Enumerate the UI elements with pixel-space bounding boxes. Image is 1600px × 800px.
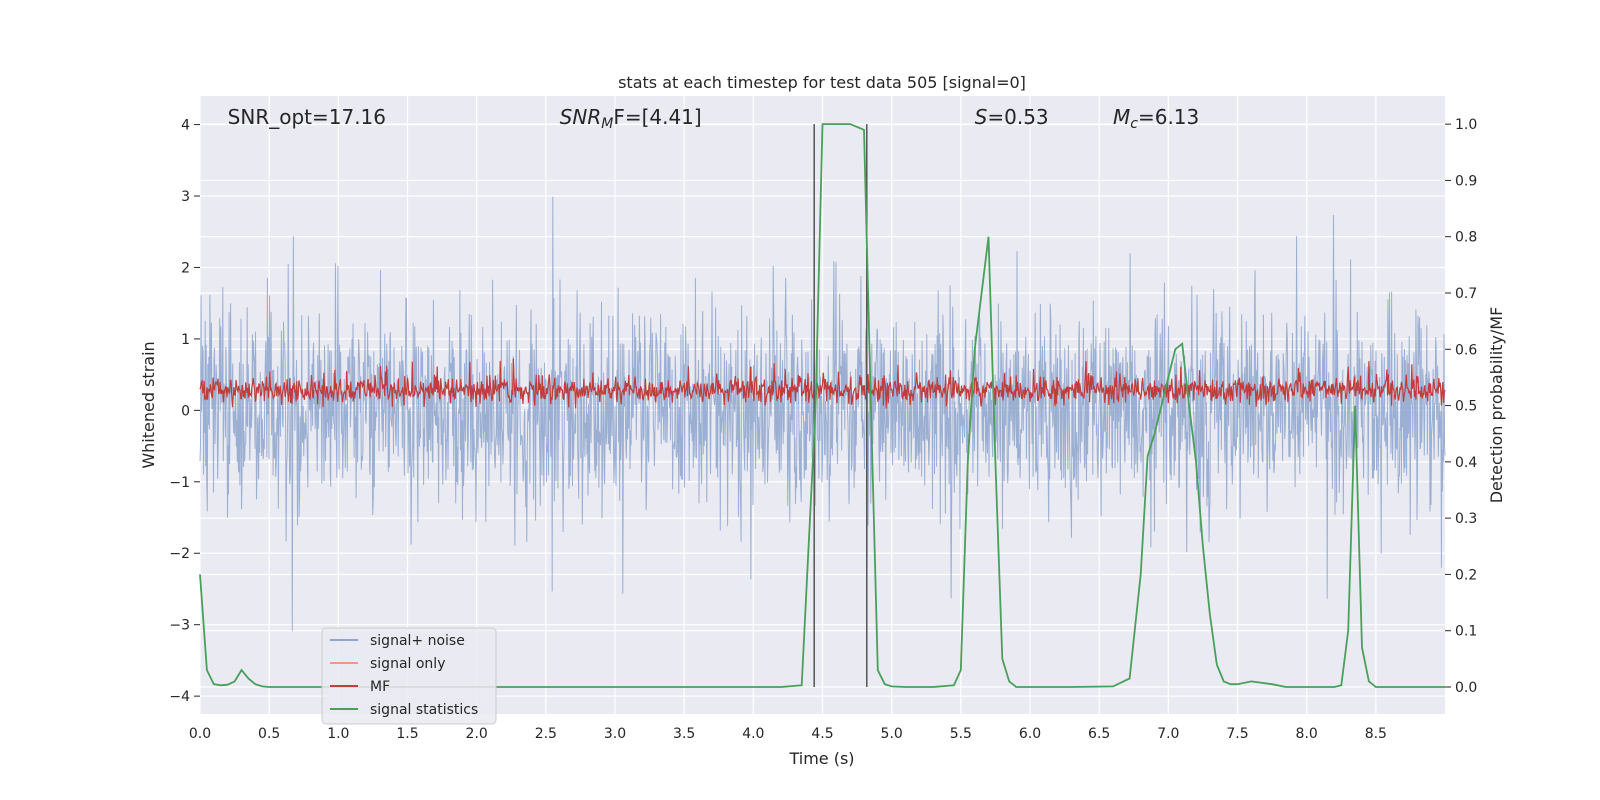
y-axis-ticks: 4 3 2 1 0 −1 −2 −3 −4	[169, 118, 200, 705]
y-right-tick-label-3: 0.7	[1455, 286, 1477, 302]
x-tick-label-0: 0.0	[189, 726, 211, 742]
legend: signal+ noise signal only MF signal stat…	[321, 627, 497, 725]
x-tick-label-9: 4.5	[811, 726, 833, 742]
x-tick-label-10: 5.0	[881, 726, 903, 742]
x-tick-label-7: 3.5	[673, 726, 695, 742]
y-tick-label-1: 3	[181, 189, 190, 205]
y-axis-label: Whitened strain	[139, 341, 158, 468]
y-right-tick-label-10: 0.0	[1455, 680, 1477, 696]
y-right-tick-label-4: 0.6	[1455, 342, 1477, 358]
y-tick-label-5: −1	[169, 475, 190, 491]
legend-box	[321, 627, 497, 725]
y-tick-label-4: 0	[181, 403, 190, 419]
y-right-tick-label-0: 1.0	[1455, 117, 1477, 133]
annotation-3: Mc=6.13	[1113, 105, 1199, 132]
signal-statistics-series	[199, 123, 1445, 688]
x-tick-label-2: 1.0	[327, 726, 349, 742]
y-tick-label-2: 2	[181, 260, 190, 276]
x-tick-label-6: 3.0	[604, 726, 626, 742]
legend-label-mf: MF	[370, 679, 390, 695]
x-tick-label-8: 4.0	[742, 726, 764, 742]
y-right-tick-label-8: 0.2	[1455, 567, 1477, 583]
signal-noise-series	[199, 196, 1446, 631]
y-right-tick-label-9: 0.1	[1455, 624, 1477, 640]
x-tick-label-17: 8.5	[1365, 726, 1387, 742]
x-axis-label: Time (s)	[788, 749, 854, 768]
y-right-tick-label-5: 0.5	[1455, 399, 1477, 415]
mf-line	[199, 358, 1446, 409]
y-tick-label-6: −2	[169, 546, 190, 562]
x-tick-label-11: 5.5	[950, 726, 972, 742]
grid	[199, 96, 1445, 714]
chart-title: stats at each timestep for test data 505…	[618, 73, 1026, 92]
y-right-tick-label-6: 0.4	[1455, 455, 1477, 471]
y-right-axis-label: Detection probability/MF	[1487, 307, 1506, 504]
y-tick-label-8: −4	[169, 689, 190, 705]
x-tick-label-1: 0.5	[258, 726, 280, 742]
y-right-tick-label-2: 0.8	[1455, 230, 1477, 246]
y-right-axis-ticks: 1.0 0.9 0.8 0.7 0.6 0.5 0.4 0.3 0.2 0.1 0.0	[1445, 117, 1477, 696]
x-axis-ticks: 0.0 0.5 1.0 1.5 2.0 2.5 3.0 3.5 4.0 4.5 5.0 5.5 6.0 6…	[189, 726, 1387, 742]
signal-statistics-line	[199, 123, 1445, 688]
annotations: SNR_opt=17.16 SNRMF=[4.41] S=0.53 Mc=6.13	[228, 105, 1200, 132]
legend-label-signal-statistics: signal statistics	[370, 702, 478, 718]
x-tick-label-5: 2.5	[535, 726, 557, 742]
y-right-tick-label-1: 0.9	[1455, 173, 1477, 189]
signal-noise-line	[199, 196, 1446, 631]
x-tick-label-15: 7.5	[1226, 726, 1248, 742]
x-tick-label-3: 1.5	[396, 726, 418, 742]
x-tick-label-12: 6.0	[1019, 726, 1041, 742]
y-right-tick-label-7: 0.3	[1455, 511, 1477, 527]
annotation-1: SNRMF=[4.41]	[560, 105, 702, 132]
annotation-0: SNR_opt=17.16	[228, 105, 386, 129]
x-tick-label-4: 2.0	[466, 726, 488, 742]
x-tick-label-16: 8.0	[1296, 726, 1318, 742]
x-tick-label-14: 7.0	[1157, 726, 1179, 742]
y-tick-label-0: 4	[181, 118, 190, 134]
annotation-2: S=0.53	[975, 105, 1049, 129]
x-tick-label-13: 6.5	[1088, 726, 1110, 742]
mf-series	[199, 358, 1446, 409]
legend-label-signal-noise: signal+ noise	[370, 633, 465, 649]
y-tick-label-3: 1	[181, 332, 190, 348]
legend-label-signal-only: signal only	[370, 656, 445, 672]
y-tick-label-7: −3	[169, 618, 190, 634]
